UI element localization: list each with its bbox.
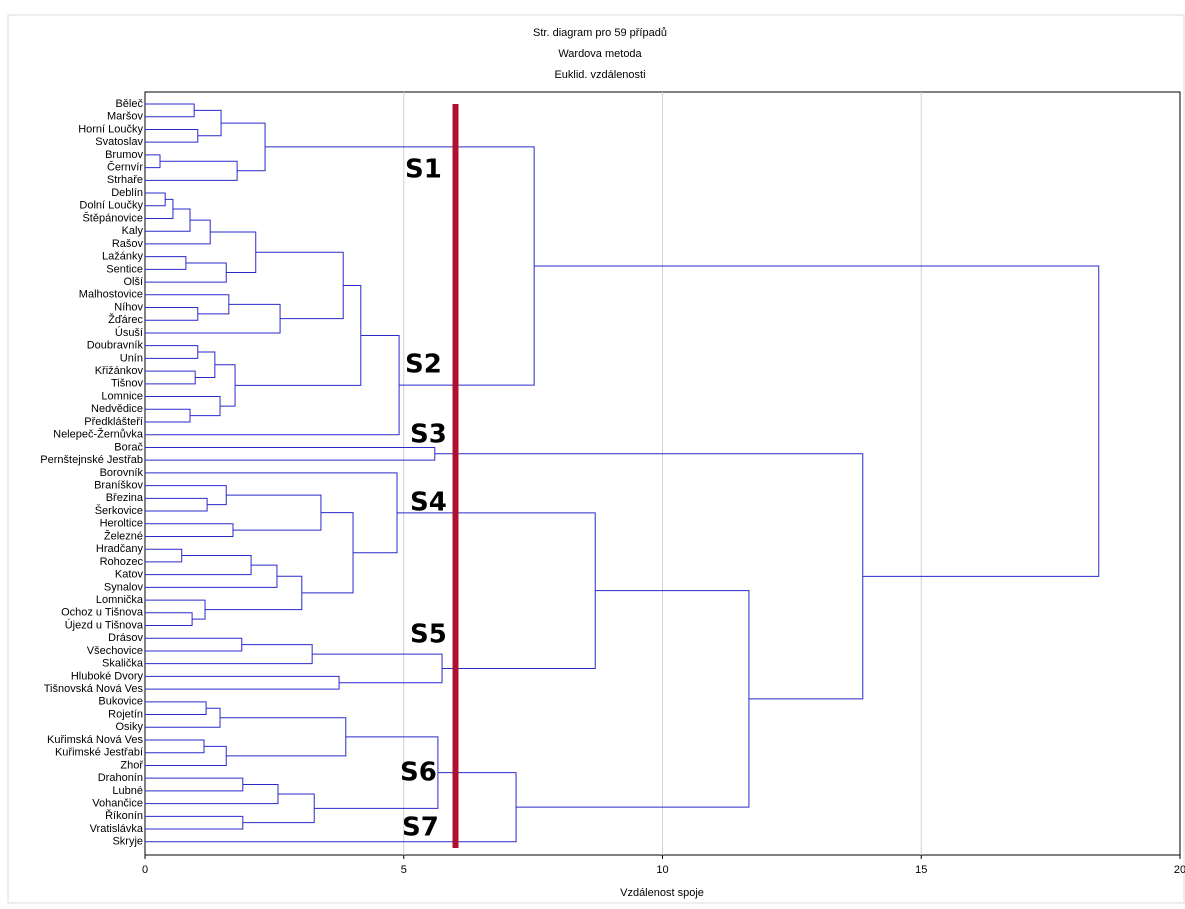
cluster-link	[235, 284, 362, 386]
leaf-label: Štěpánovice	[82, 211, 143, 224]
leaf-label: Kuřimská Nová Ves	[47, 734, 143, 746]
leaf-label: Šerkovice	[95, 504, 143, 517]
cluster-annotation: S3	[410, 420, 447, 450]
cluster-annotation: S7	[402, 813, 439, 843]
leaf-label: Hluboké Dvory	[71, 670, 144, 682]
leaf-label: Drahonín	[98, 772, 143, 784]
leaf-label: Vratislávka	[90, 823, 144, 835]
leaf-label: Horní Loučky	[78, 123, 143, 135]
leaf-label: Maršov	[107, 111, 144, 123]
leaf-label: Drásov	[108, 632, 143, 644]
leaf-label: Křižánkov	[95, 365, 144, 377]
leaf-label: Bukovice	[98, 696, 143, 708]
leaf-label: Rašov	[112, 238, 144, 250]
leaf-label: Osiky	[116, 721, 144, 733]
cluster-link	[145, 370, 196, 385]
leaf-label: Předklášteří	[84, 416, 143, 428]
leaf-label: Níhov	[114, 301, 143, 313]
leaf-label: Běleč	[115, 98, 143, 110]
x-tick-label: 0	[142, 864, 148, 876]
leaf-label: Lubné	[112, 785, 143, 797]
leaf-label: Kaly	[122, 225, 144, 237]
cluster-annotation: S4	[410, 488, 447, 518]
leaf-label: Borovník	[100, 467, 144, 479]
leaf-label: Nelepeč-Žernůvka	[53, 428, 144, 441]
leaf-label: Lomnice	[101, 390, 143, 402]
leaf-label: Sentice	[106, 263, 143, 275]
leaf-label: Skryje	[112, 836, 143, 848]
cluster-annotation: S6	[400, 758, 437, 788]
leaf-label: Žďárec	[108, 313, 143, 326]
leaf-label: Skalička	[102, 658, 144, 670]
cluster-link	[145, 564, 278, 588]
leaf-label: Braníškov	[94, 480, 143, 492]
cluster-link	[534, 265, 1100, 577]
leaf-label: Brumov	[105, 149, 143, 161]
leaf-label: Černvír	[107, 161, 143, 174]
cluster-annotation: S5	[410, 620, 447, 650]
leaf-label: Tišnov	[111, 378, 143, 390]
cluster-link	[516, 590, 750, 808]
leaf-label: Heroltice	[100, 518, 143, 530]
cluster-link	[205, 575, 303, 611]
leaf-label: Lomnička	[96, 594, 144, 606]
cluster-link	[145, 815, 244, 830]
leaf-label: Vohančice	[92, 798, 143, 810]
leaf-label: Říkonín	[105, 809, 143, 822]
cluster-link	[145, 612, 193, 627]
leaf-label: Svatoslav	[95, 136, 143, 148]
leaf-label: Kuřimské Jestřabí	[55, 747, 143, 759]
cluster-link	[145, 745, 227, 766]
leaf-label: Tišnovská Nová Ves	[44, 683, 144, 695]
leaf-label: Újezd u Tišnova	[65, 618, 144, 631]
leaf-label: Olší	[123, 276, 143, 288]
cluster-link	[145, 777, 244, 792]
leaf-label: Ochoz u Tišnova	[61, 607, 144, 619]
leaf-label: Synalov	[104, 581, 144, 593]
x-tick-label: 20	[1174, 864, 1185, 876]
leaf-label: Březina	[106, 492, 144, 504]
leaf-label: Všechovice	[87, 645, 143, 657]
cluster-annotation: S2	[405, 350, 442, 380]
cluster-link	[145, 192, 166, 207]
cluster-link	[145, 548, 183, 563]
leaf-label: Rohozec	[100, 556, 144, 568]
cluster-link	[145, 262, 227, 283]
leaf-label: Doubravník	[87, 340, 144, 352]
cluster-link	[145, 555, 252, 576]
cluster-link	[145, 772, 517, 843]
leaf-label: Hradčany	[96, 543, 144, 555]
cluster-link	[145, 485, 227, 506]
x-tick-label: 15	[915, 864, 927, 876]
leaf-label: Strhaře	[107, 174, 143, 186]
leaf-label: Borač	[114, 441, 143, 453]
leaf-label: Malhostovice	[79, 289, 143, 301]
cluster-link	[145, 644, 313, 665]
leaf-label: Rojetín	[108, 708, 143, 720]
chart-subtitle: Wardova metoda	[558, 48, 642, 60]
leaf-label: Zhoř	[120, 759, 143, 771]
frame	[7, 14, 1185, 904]
cluster-annotation: S1	[405, 155, 442, 185]
x-tick-label: 10	[656, 864, 668, 876]
x-axis-label: Vzdálenost spoje	[620, 887, 704, 899]
chart-title: Str. diagram pro 59 případů	[533, 27, 667, 39]
leaf-label: Unín	[120, 352, 143, 364]
chart-subtitle: Euklid. vzdálenosti	[554, 69, 645, 81]
leaf-label: Lažánky	[102, 251, 143, 263]
cluster-link	[145, 472, 398, 554]
leaf-label: Deblín	[111, 187, 143, 199]
leaf-label: Dolní Loučky	[79, 200, 143, 212]
leaf-label: Železné	[104, 529, 143, 542]
cluster-link	[145, 334, 400, 436]
cluster-link	[145, 784, 279, 805]
leaf-label: Nedvědice	[91, 403, 143, 415]
leaf-label: Pernštejnské Jestřab	[40, 454, 143, 466]
cluster-link	[194, 109, 222, 137]
leaf-label: Úsuší	[115, 326, 143, 339]
leaf-label: Katov	[115, 569, 144, 581]
x-tick-label: 5	[401, 864, 407, 876]
